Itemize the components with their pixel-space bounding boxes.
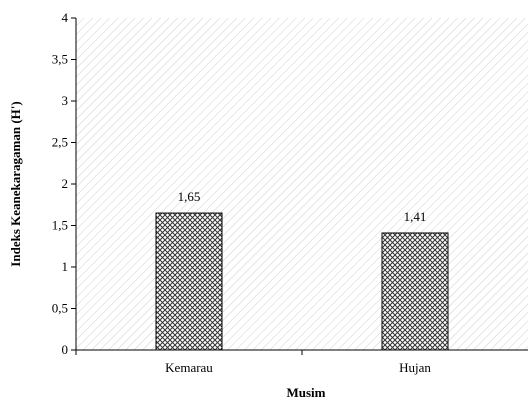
y-tick-label: 3 (62, 93, 69, 108)
x-axis-title: Musim (287, 385, 326, 400)
y-tick-label: 3,5 (52, 52, 68, 67)
y-tick-label: 1,5 (52, 218, 68, 233)
data-label: 1,41 (404, 209, 427, 224)
y-tick-label: 2 (62, 176, 69, 191)
data-label: 1,65 (178, 189, 201, 204)
y-tick-label: 0 (62, 342, 69, 357)
y-axis-title: Indeks Keanekaragaman (H') (8, 101, 23, 266)
bar-kemarau (155, 212, 223, 351)
y-tick-label: 1 (62, 259, 69, 274)
x-tick-label: Hujan (399, 360, 431, 375)
y-tick-label: 2,5 (52, 135, 68, 150)
y-tick-label: 0,5 (52, 301, 68, 316)
bar-hujan (381, 232, 449, 351)
x-tick-label: Kemarau (165, 360, 213, 375)
y-tick-label: 4 (62, 10, 69, 25)
plot-area (76, 18, 528, 350)
